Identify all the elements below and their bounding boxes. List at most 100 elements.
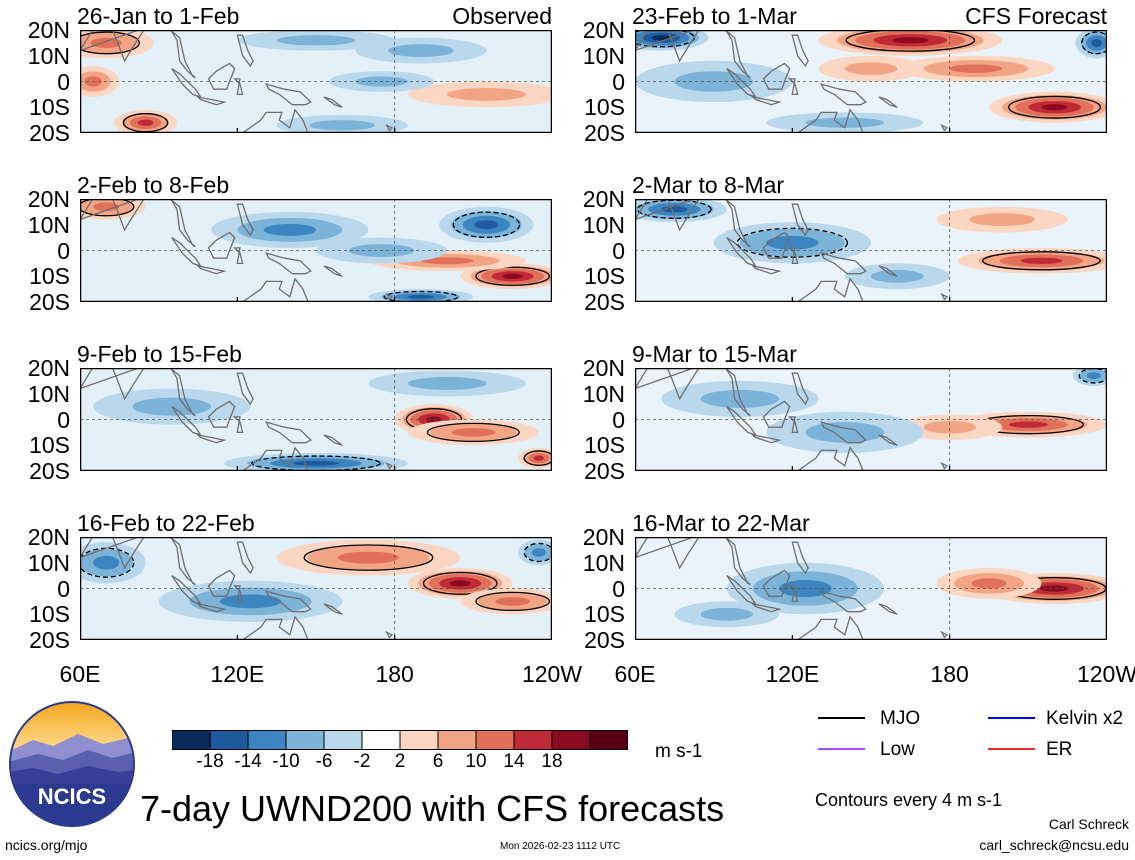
panel-period: 9-Feb to 15-Feb [77, 341, 242, 367]
figure-title: 7-day UWND200 with CFS forecasts [140, 788, 725, 829]
colorbar-tick-label: -18 [196, 751, 224, 772]
coastline [385, 461, 394, 470]
lat-tick-label: 20N [27, 186, 70, 212]
colorbar-swatch [589, 730, 628, 750]
map-panel [635, 30, 1107, 133]
wind-anomaly-blob [844, 62, 898, 76]
wind-anomaly-blob [1041, 104, 1068, 111]
coastline [80, 368, 196, 417]
lat-tick-label: 20N [27, 17, 70, 43]
coastline [241, 108, 310, 133]
colorbar-tick-label: -10 [272, 751, 300, 772]
wind-anomaly-blob [533, 455, 545, 461]
mjo-contour [982, 251, 1101, 271]
wind-anomaly-blob [1039, 585, 1070, 592]
coastline [241, 277, 310, 302]
lat-tick-label: 20S [584, 120, 625, 146]
coastline [207, 231, 236, 259]
coastline [264, 83, 312, 106]
map-field [80, 368, 552, 471]
coastline [819, 252, 867, 275]
wind-anomaly-blob [388, 44, 454, 58]
colorbar [172, 730, 628, 750]
map-field [635, 30, 1107, 133]
coastline [241, 446, 310, 471]
coastline [195, 264, 227, 275]
mjo-contour [426, 422, 520, 443]
author-email[interactable]: carl_schreck@ncsu.edu [979, 837, 1129, 853]
legend-label: ER [1046, 739, 1073, 760]
wind-anomaly-blob [219, 594, 282, 609]
map-panel [80, 199, 552, 302]
map-panel [80, 537, 552, 640]
wind-anomaly-blob [451, 428, 496, 437]
wind-anomaly-blob [805, 117, 885, 128]
coastline [796, 277, 865, 302]
lat-tick-label: 20S [29, 627, 70, 653]
colorbar-swatch [361, 730, 401, 750]
colorbar-swatch [513, 730, 553, 750]
colorbar-tick-label: -14 [234, 751, 262, 772]
wind-anomaly-blob [420, 257, 474, 265]
lat-tick-label: 0 [57, 406, 70, 433]
mjo-contour [475, 591, 551, 612]
mjo-contour [475, 266, 551, 286]
colorbar-swatch [285, 730, 325, 750]
mjo-contour [523, 542, 552, 563]
lat-tick-label: 10S [584, 263, 625, 290]
coastline [940, 630, 949, 639]
wind-anomaly-blob [93, 202, 120, 212]
legend-label: MJO [880, 708, 921, 729]
coastline [385, 292, 394, 301]
coastline [750, 433, 782, 444]
lat-tick-label: 20S [584, 458, 625, 484]
website-link[interactable]: ncics.org/mjo [5, 837, 88, 853]
coastline [236, 372, 254, 406]
panel-frame [80, 199, 552, 302]
coastline [236, 203, 254, 237]
coastline [195, 433, 227, 444]
coastline [878, 434, 898, 446]
legend-label: Low [880, 739, 915, 760]
panel-period: 2-Mar to 8-Mar [632, 172, 785, 198]
contour-note: Contours every 4 m s-1 [815, 790, 1003, 810]
lat-tick-label: 10N [27, 549, 70, 576]
coastline [791, 541, 809, 575]
wind-anomaly-blob [805, 422, 885, 443]
lat-tick-label: 20S [29, 289, 70, 315]
wind-anomaly-blob [971, 578, 1007, 589]
legend-lines [818, 717, 1035, 750]
wind-anomaly-blob [502, 273, 524, 279]
lat-tick-label: 20S [29, 120, 70, 146]
coastline [878, 603, 898, 615]
coastline [788, 78, 799, 96]
lat-tick-label: 10N [582, 380, 625, 407]
coastline [264, 590, 312, 613]
timestamp: Mon 2026-02-23 1112 UTC [500, 841, 621, 852]
coastline [236, 34, 254, 68]
mjo-contour [80, 199, 135, 217]
lat-tick-label: 10S [29, 601, 70, 628]
mjo-contour [80, 31, 140, 55]
coastline [323, 265, 343, 277]
author: Carl Schreck [1048, 816, 1129, 832]
coastline [940, 461, 949, 470]
coastline [940, 123, 949, 132]
colorbar-swatch [475, 730, 515, 750]
map-field [635, 199, 1107, 302]
wind-anomaly-blob [407, 377, 487, 390]
coastline [323, 434, 343, 446]
colorbar-swatch [247, 730, 287, 750]
coastline [207, 400, 236, 428]
colorbar-tick-label: -2 [353, 751, 371, 772]
wind-anomaly-blob [766, 235, 819, 250]
panel-period: 9-Mar to 15-Mar [632, 341, 797, 367]
wind-anomaly-blob [923, 420, 976, 434]
lat-tick-label: 20N [27, 524, 70, 550]
lat-tick-label: 20N [582, 17, 625, 43]
coastline [819, 421, 867, 444]
panel-source-label: Observed [452, 3, 552, 29]
lat-tick-label: 20N [582, 524, 625, 550]
lon-tick-label: 120E [210, 661, 265, 687]
lat-tick-label: 10S [584, 432, 625, 459]
